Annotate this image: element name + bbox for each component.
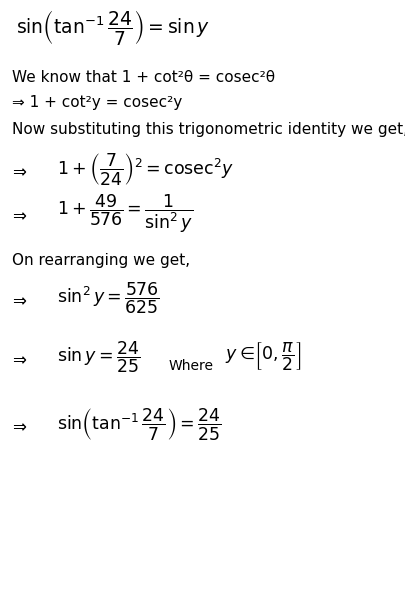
Text: On rearranging we get,: On rearranging we get, [12, 252, 190, 268]
Text: $y\in\!\left[0,\dfrac{\pi}{2}\right]$: $y\in\!\left[0,\dfrac{\pi}{2}\right]$ [225, 341, 301, 373]
Text: ⇒ 1 + cot²y = cosec²y: ⇒ 1 + cot²y = cosec²y [12, 95, 182, 111]
Text: ⇒: ⇒ [12, 292, 26, 310]
Text: $\sin^{2}y = \dfrac{576}{625}$: $\sin^{2}y = \dfrac{576}{625}$ [57, 280, 160, 316]
Text: ⇒: ⇒ [12, 419, 26, 437]
Text: ⇒: ⇒ [12, 208, 26, 225]
Text: $1+\left(\dfrac{7}{24}\right)^{2} = \mathrm{cosec}^{2}y$: $1+\left(\dfrac{7}{24}\right)^{2} = \mat… [57, 151, 234, 187]
Text: $\sin\!\left(\tan^{-1}\dfrac{24}{7}\right) = \sin y$: $\sin\!\left(\tan^{-1}\dfrac{24}{7}\righ… [16, 8, 211, 47]
Text: ⇒: ⇒ [12, 163, 26, 181]
Text: $\sin\!\left(\tan^{-1}\dfrac{24}{7}\right) = \dfrac{24}{25}$: $\sin\!\left(\tan^{-1}\dfrac{24}{7}\righ… [57, 406, 222, 442]
Text: Where: Where [168, 359, 213, 373]
Text: ⇒: ⇒ [12, 352, 26, 370]
Text: $1+\dfrac{49}{576} = \dfrac{1}{\sin^{2}y}$: $1+\dfrac{49}{576} = \dfrac{1}{\sin^{2}y… [57, 192, 193, 235]
Text: Now substituting this trigonometric identity we get,: Now substituting this trigonometric iden… [12, 122, 405, 138]
Text: $\sin y = \dfrac{24}{25}$: $\sin y = \dfrac{24}{25}$ [57, 339, 140, 375]
Text: We know that 1 + cot²θ = cosec²θ: We know that 1 + cot²θ = cosec²θ [12, 70, 275, 86]
